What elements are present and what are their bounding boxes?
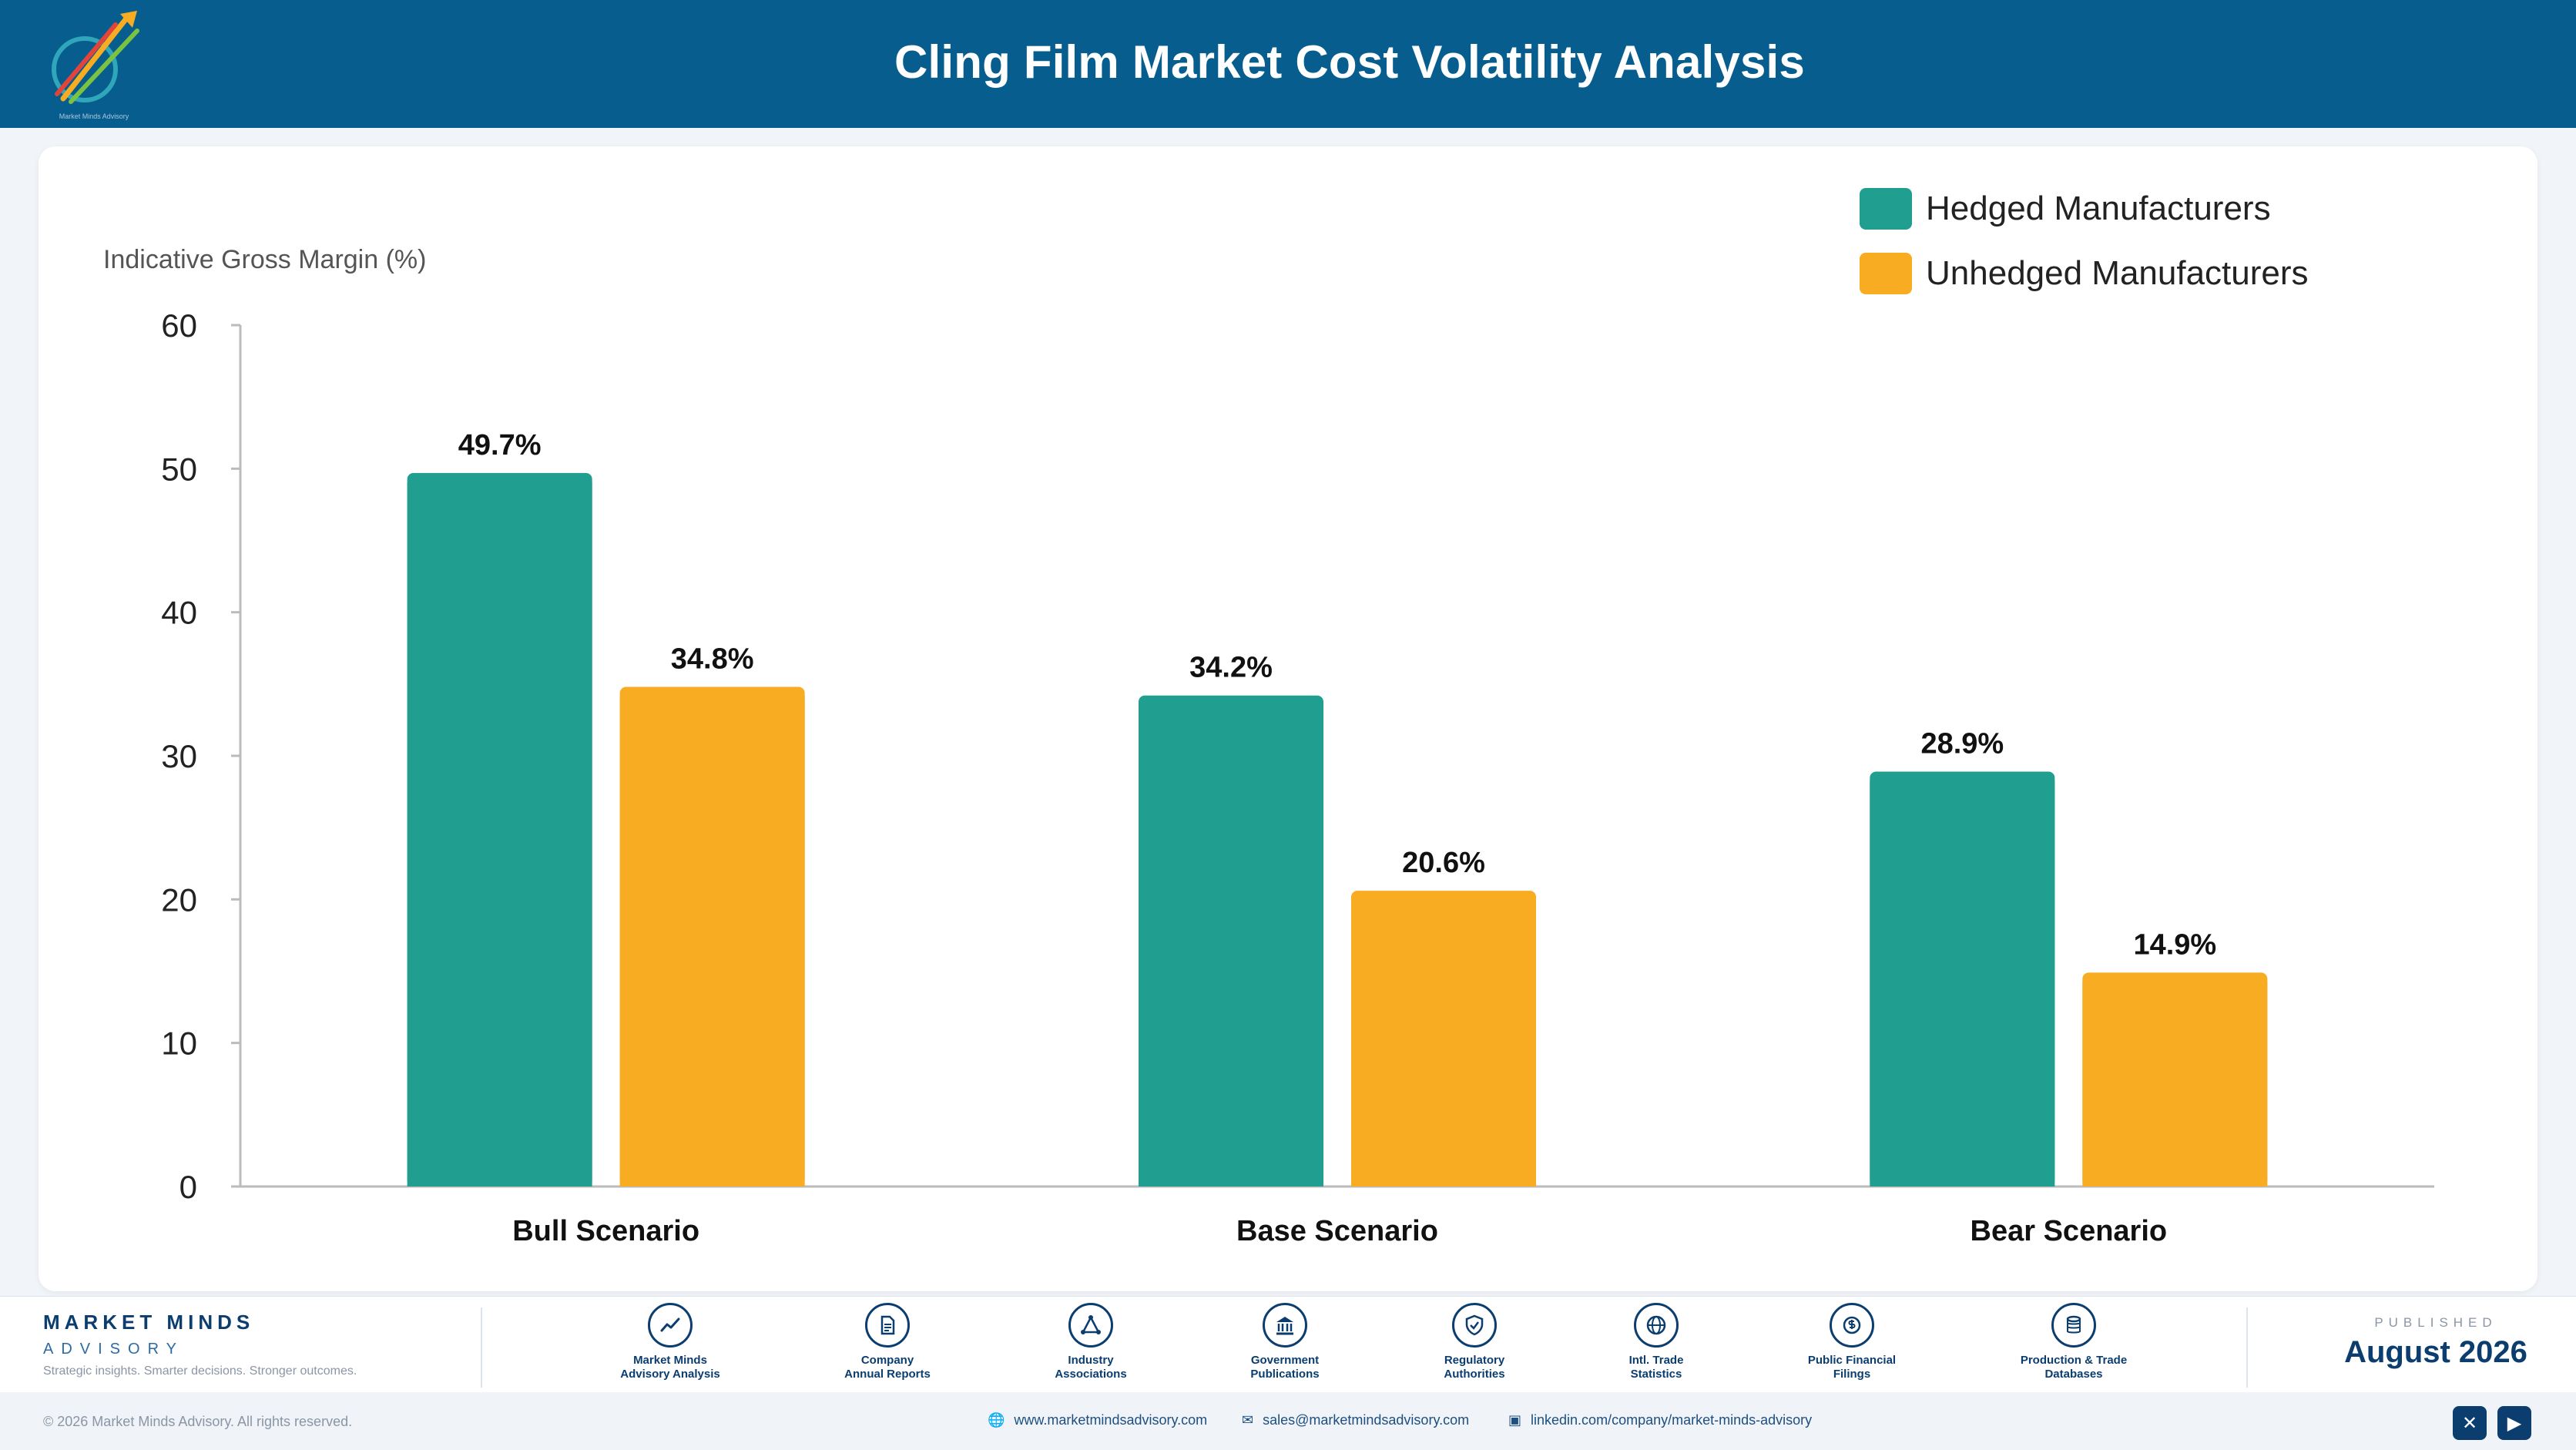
globe-icon	[1634, 1303, 1679, 1348]
logo-text: Market Minds Advisory	[59, 112, 129, 120]
copyright-text: © 2026 Market Minds Advisory. All rights…	[43, 1414, 353, 1429]
mail-icon: ✉	[1242, 1412, 1254, 1428]
brand-block: MARKET MINDS ADVISORY Strategic insights…	[43, 1311, 357, 1378]
source-label: Industry Associations	[1055, 1354, 1127, 1381]
database-icon	[2051, 1303, 2096, 1348]
document-icon	[865, 1303, 910, 1348]
page-title: Cling Film Market Cost Volatility Analys…	[894, 36, 1805, 88]
logo-icon: Market Minds Advisory	[52, 11, 139, 120]
network-icon	[1068, 1303, 1113, 1348]
legend-label-hedged: Hedged Manufacturers	[1926, 190, 2271, 227]
legend-label-unhedged: Unhedged Manufacturers	[1926, 254, 2309, 292]
y-tick-label: 10	[161, 1025, 197, 1062]
source-label: Government Publications	[1250, 1354, 1320, 1381]
published-date: August 2026	[2344, 1335, 2527, 1369]
email-link[interactable]: ✉ sales@marketmindsadvisory.com	[1242, 1412, 1469, 1428]
globe-icon: 🌐	[988, 1412, 1005, 1428]
source-financial-filings[interactable]: Public Financial Filings	[1775, 1303, 1929, 1381]
bar-base	[1139, 704, 1323, 1187]
source-trade-databases[interactable]: Production & Trade Databases	[1997, 1303, 2151, 1381]
bar-base	[1870, 780, 2055, 1187]
legend-item-unhedged: Unhedged Manufacturers	[1860, 253, 2309, 294]
youtube-icon[interactable]: ▶	[2497, 1406, 2531, 1440]
coin-icon	[1830, 1303, 1874, 1348]
brand-tagline: Strategic insights. Smarter decisions. S…	[43, 1364, 357, 1378]
brand-name: MARKET MINDS	[43, 1311, 255, 1334]
source-annual-reports[interactable]: Company Annual Reports	[810, 1303, 964, 1381]
x-category-label: Bull Scenario	[512, 1215, 699, 1247]
x-icon[interactable]: ✕	[2453, 1406, 2487, 1440]
bar-base	[1351, 900, 1536, 1187]
bar-base	[407, 482, 592, 1187]
bar-chart: 0 10 20 30 40 50 60 49.7% 34.8% Bull Scenario 34.2…	[161, 307, 2434, 1247]
source-industry-associations[interactable]: Industry Associations	[1014, 1303, 1168, 1381]
y-tick-label: 50	[161, 451, 197, 487]
published-block: PUBLISHED August 2026	[2336, 1315, 2536, 1370]
data-label: 34.2%	[1189, 652, 1273, 684]
y-tick-label: 20	[161, 881, 197, 918]
source-label: Regulatory Authorities	[1444, 1354, 1505, 1381]
legend-item-hedged: Hedged Manufacturers	[1860, 188, 2309, 230]
data-label: 49.7%	[458, 429, 542, 462]
bar-base	[2082, 982, 2268, 1187]
government-icon	[1263, 1303, 1307, 1348]
header-bar: Market Minds Advisory Cling Film Market …	[0, 0, 2576, 128]
data-label: 20.6%	[1402, 847, 1485, 879]
data-label: 34.8%	[671, 643, 754, 676]
published-label: PUBLISHED	[2374, 1315, 2497, 1330]
brand-subtitle: ADVISORY	[43, 1341, 184, 1358]
y-tick-label: 30	[161, 738, 197, 774]
source-label: Production & Trade Databases	[2020, 1354, 2128, 1381]
y-tick-label: 40	[161, 595, 197, 631]
source-regulatory-authorities[interactable]: Regulatory Authorities	[1397, 1303, 1551, 1381]
trend-icon	[648, 1303, 693, 1348]
bar-base	[619, 696, 805, 1187]
source-label: Public Financial Filings	[1807, 1354, 1897, 1381]
chart-legend: Hedged Manufacturers Unhedged Manufactur…	[1860, 188, 2309, 317]
source-government-publications[interactable]: Government Publications	[1208, 1303, 1362, 1381]
y-tick-label: 60	[161, 307, 197, 344]
footer: MARKET MINDS ADVISORY Strategic insights…	[0, 1296, 2576, 1450]
source-trade-statistics[interactable]: Intl. Trade Statistics	[1579, 1303, 1733, 1381]
email-text: sales@marketmindsadvisory.com	[1263, 1412, 1470, 1428]
y-tick-label: 0	[179, 1169, 197, 1205]
source-market-minds[interactable]: Market Minds Advisory Analysis	[593, 1303, 747, 1381]
legend-swatch-unhedged	[1860, 253, 1912, 294]
x-category-label: Bear Scenario	[1971, 1215, 2168, 1247]
source-label: Market Minds Advisory Analysis	[620, 1354, 720, 1381]
source-label: Intl. Trade Statistics	[1628, 1354, 1684, 1381]
footer-divider	[481, 1307, 482, 1388]
website-text: www.marketmindsadvisory.com	[1014, 1412, 1208, 1428]
x-category-label: Base Scenario	[1236, 1215, 1438, 1247]
footer-bottom-bar: © 2026 Market Minds Advisory. All rights…	[0, 1392, 2576, 1450]
linkedin-link[interactable]: ▣ linkedin.com/company/market-minds-advi…	[1508, 1412, 1812, 1428]
data-label: 28.9%	[1920, 727, 2004, 760]
source-label: Company Annual Reports	[844, 1354, 931, 1381]
legend-swatch-hedged	[1860, 188, 1912, 230]
data-label: 14.9%	[2133, 928, 2216, 961]
linkedin-icon: ▣	[1508, 1412, 1522, 1428]
website-link[interactable]: 🌐 www.marketmindsadvisory.com	[988, 1412, 1207, 1428]
y-axis-title: Indicative Gross Margin (%)	[103, 245, 427, 274]
linkedin-text: linkedin.com/company/market-minds-adviso…	[1531, 1412, 1813, 1428]
shield-icon	[1452, 1303, 1497, 1348]
footer-divider	[2246, 1307, 2248, 1388]
